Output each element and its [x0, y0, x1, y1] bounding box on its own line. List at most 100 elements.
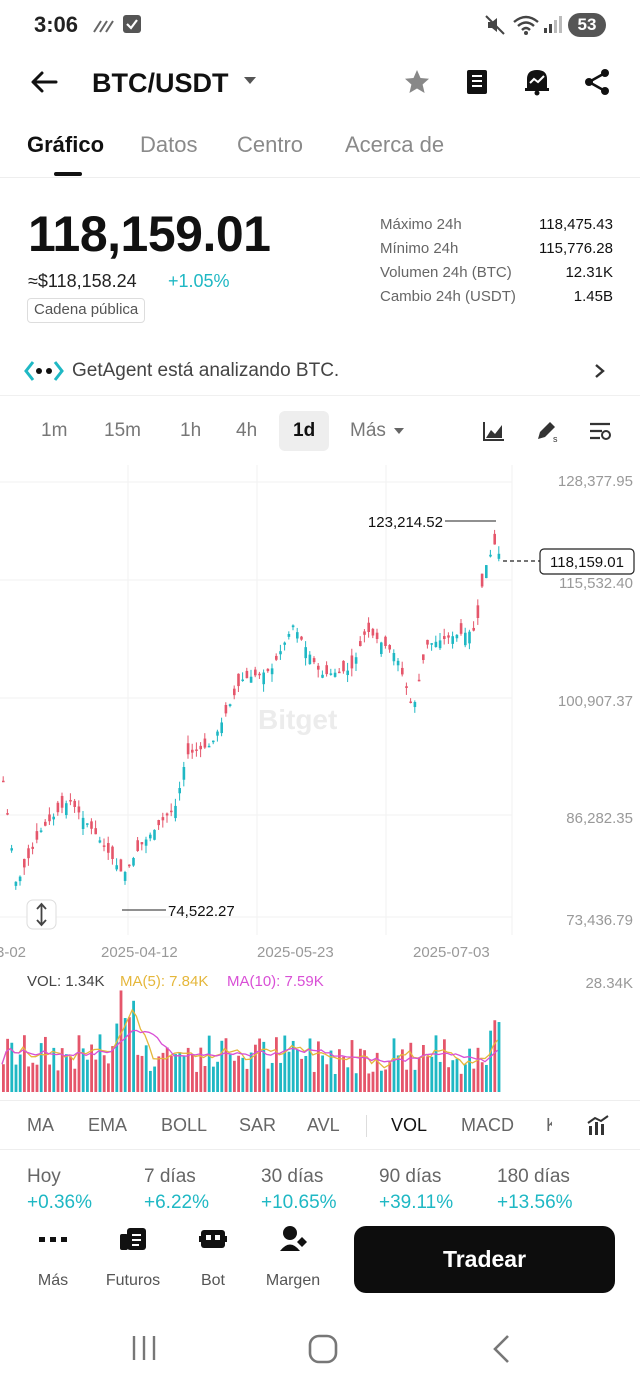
share-icon[interactable]: [583, 68, 611, 96]
volume-bar: [438, 1061, 442, 1092]
indicator-vol[interactable]: VOL: [391, 1115, 428, 1135]
candle-body: [325, 665, 328, 675]
volume-bar: [296, 1049, 299, 1092]
volume-bar: [216, 1061, 219, 1092]
interval-4h[interactable]: 4h: [236, 420, 258, 441]
volume-bar: [207, 1035, 211, 1092]
nav-label-bot: Bot: [200, 1272, 225, 1289]
candle-body: [409, 701, 412, 703]
recent-apps-icon[interactable]: [130, 1334, 158, 1362]
indicator-settings-icon[interactable]: [586, 1114, 610, 1138]
y-axis-label: 86,282.35: [566, 810, 633, 827]
interval-1m[interactable]: 1m: [41, 420, 68, 441]
candle-body: [48, 814, 51, 822]
chart-watermark: Bitget: [258, 704, 337, 735]
volume-bar: [44, 1036, 47, 1092]
tab-centro[interactable]: Centro: [237, 132, 304, 157]
volume-bar: [107, 1063, 110, 1092]
candle-body: [329, 673, 333, 675]
back-arrow-icon[interactable]: [30, 70, 58, 94]
candle-body: [333, 672, 337, 677]
nav-futures[interactable]: Futuros: [93, 1222, 173, 1302]
volume-bar: [342, 1056, 345, 1092]
candle-body: [111, 846, 114, 859]
getagent-banner[interactable]: GetAgent está analizando BTC.: [0, 346, 640, 396]
vol-axis-max: 28.34K: [585, 975, 633, 992]
star-icon[interactable]: [403, 68, 431, 96]
volume-bar: [275, 1037, 278, 1092]
nav-more[interactable]: Más: [13, 1222, 93, 1302]
home-icon[interactable]: [308, 1334, 338, 1364]
candle-body: [443, 636, 446, 639]
low-marker-label: 74,522.27: [168, 903, 235, 920]
candle-body: [254, 669, 257, 676]
volume-bar: [86, 1059, 89, 1092]
more-dropdown-icon[interactable]: [394, 428, 404, 435]
volume-bar: [350, 1040, 354, 1092]
volume-bar: [31, 1062, 35, 1092]
indicator-divider: [366, 1115, 367, 1137]
drawing-tools-icon[interactable]: s: [535, 419, 561, 443]
nav-margin[interactable]: Margen: [253, 1222, 333, 1302]
candle-body: [493, 533, 496, 545]
candle-body: [153, 829, 156, 840]
chevron-down-icon[interactable]: [243, 76, 257, 86]
volume-bar: [300, 1058, 303, 1092]
volume-bar: [23, 1035, 26, 1092]
tab-acerca-de[interactable]: Acerca de: [345, 132, 445, 157]
nav-bot[interactable]: Bot: [173, 1222, 253, 1302]
back-nav-icon[interactable]: [490, 1334, 512, 1364]
volume-bar: [375, 1052, 379, 1092]
volume-bar: [2, 1064, 5, 1092]
candle-body: [18, 876, 22, 882]
indicator-sar[interactable]: SAR: [239, 1115, 277, 1135]
volume-bar: [443, 1039, 446, 1092]
volume-bar: [98, 1034, 102, 1092]
trade-button[interactable]: Tradear: [354, 1226, 615, 1293]
chart-type-icon[interactable]: [482, 420, 506, 442]
main-tabs: Gráfico Datos Centro Acerca de: [0, 122, 640, 178]
candle-body: [363, 631, 366, 635]
volume-bar: [291, 1040, 295, 1092]
chart-grid: [0, 465, 513, 935]
candlestick-chart[interactable]: Bitget 128,377.95 115,532.40 100,907.37 …: [0, 465, 640, 965]
indicator-macd[interactable]: MACD: [461, 1115, 514, 1135]
candle-body: [69, 799, 72, 802]
volume-chart[interactable]: VOL: 1.34K MA(5): 7.84K MA(10): 7.59K 28…: [0, 966, 640, 1094]
candle-body: [23, 858, 26, 868]
interval-1d[interactable]: 1d: [279, 411, 330, 451]
price-change-24h: +1.05%: [168, 271, 230, 291]
volume-bar: [90, 1044, 93, 1092]
interval-15m[interactable]: 15m: [104, 420, 141, 441]
interval-1h[interactable]: 1h: [180, 420, 202, 441]
candle-body: [224, 705, 228, 714]
notebook-icon[interactable]: [464, 68, 490, 96]
chart-settings-icon[interactable]: [588, 420, 612, 442]
candle-body: [296, 632, 299, 639]
indicator-ema[interactable]: EMA: [88, 1115, 128, 1135]
candle-body: [354, 657, 358, 664]
indicator-ma[interactable]: MA: [27, 1115, 54, 1135]
volume-bar: [241, 1057, 245, 1092]
current-price-tag: 118,159.01: [550, 554, 624, 571]
candle-body: [371, 628, 375, 636]
tab-grafico[interactable]: Gráfico: [27, 132, 105, 157]
volume-bar: [367, 1073, 371, 1092]
interval-more[interactable]: Más: [350, 420, 386, 441]
pair-title[interactable]: BTC/USDT: [92, 68, 229, 98]
volume-bar: [401, 1049, 404, 1092]
indicator-boll[interactable]: BOLL: [161, 1115, 208, 1135]
alert-bell-icon[interactable]: [522, 66, 552, 96]
indicator-k[interactable]: K: [546, 1115, 552, 1136]
candle-body: [199, 745, 202, 750]
chain-badge[interactable]: Cadena pública: [27, 298, 146, 323]
volume-bar: [170, 1055, 173, 1092]
battery-indicator: 53: [568, 13, 606, 37]
volume-bar: [228, 1054, 232, 1092]
candle-body: [396, 660, 400, 666]
tab-datos[interactable]: Datos: [140, 132, 198, 157]
indicator-avl[interactable]: AVL: [307, 1115, 340, 1135]
period-value-7d: +6.22%: [144, 1192, 209, 1213]
volume-bar: [178, 1052, 182, 1092]
getagent-text: GetAgent está analizando BTC.: [72, 360, 340, 381]
